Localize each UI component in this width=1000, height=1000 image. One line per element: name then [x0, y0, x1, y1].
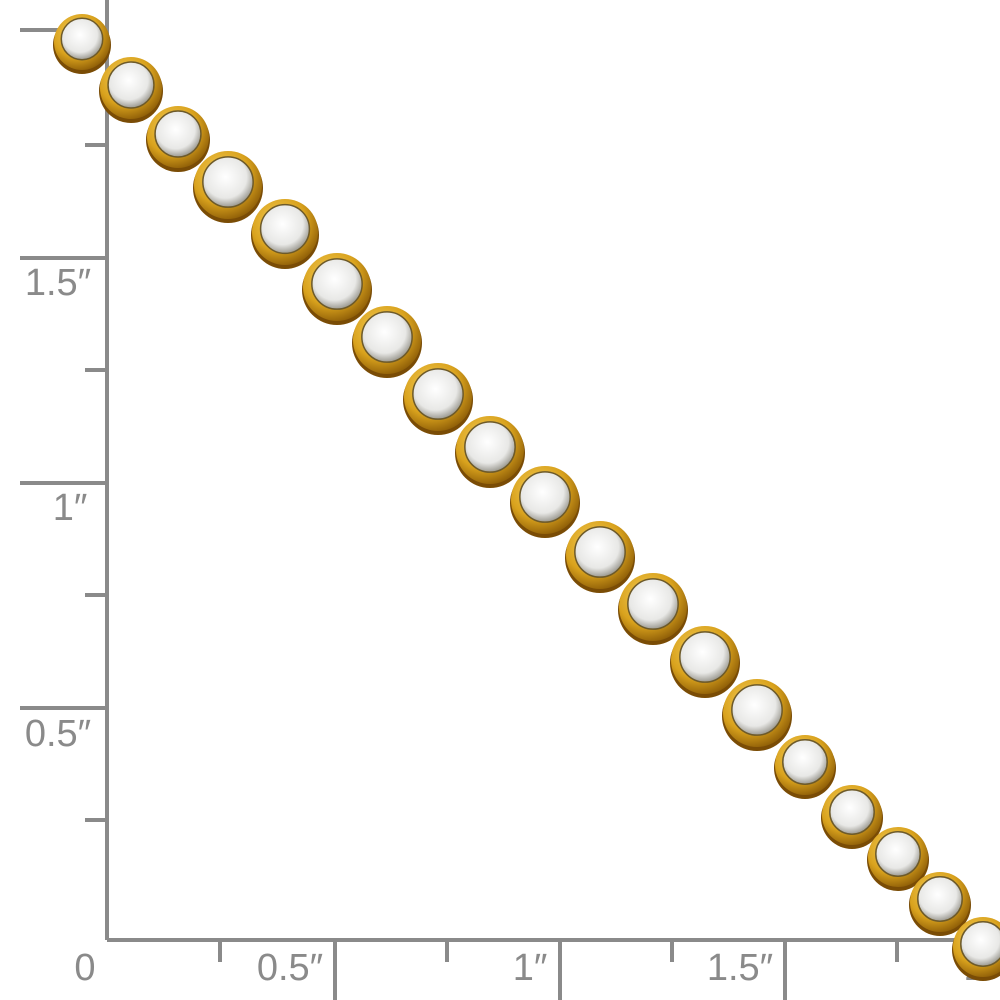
stone — [782, 739, 828, 785]
stone — [107, 61, 155, 109]
stone — [627, 578, 679, 630]
stone — [960, 921, 1000, 967]
stone — [412, 368, 464, 420]
stone — [60, 17, 104, 61]
stone — [154, 110, 202, 158]
stone — [311, 258, 363, 310]
stone — [829, 789, 875, 835]
ruler: 1.5″ 1″ 0.5″ 0 0.5″ 1″ 1.5″ 2 — [20, 0, 1000, 1000]
stone — [464, 421, 516, 473]
stone — [574, 526, 626, 578]
stone — [917, 876, 963, 922]
x-label: 1″ — [513, 947, 548, 989]
y-label: 0.5″ — [25, 713, 91, 755]
stone — [679, 631, 731, 683]
x-label: 0.5″ — [257, 947, 323, 989]
stone — [361, 311, 413, 363]
bracelet — [53, 14, 1000, 981]
x-label: 0 — [74, 947, 95, 989]
x-label: 1.5″ — [707, 947, 773, 989]
y-label: 1″ — [53, 487, 88, 529]
stone — [259, 203, 311, 255]
y-label: 1.5″ — [25, 262, 91, 304]
stone — [202, 156, 254, 208]
stone — [731, 684, 783, 736]
stone — [875, 831, 921, 877]
stone — [519, 471, 571, 523]
